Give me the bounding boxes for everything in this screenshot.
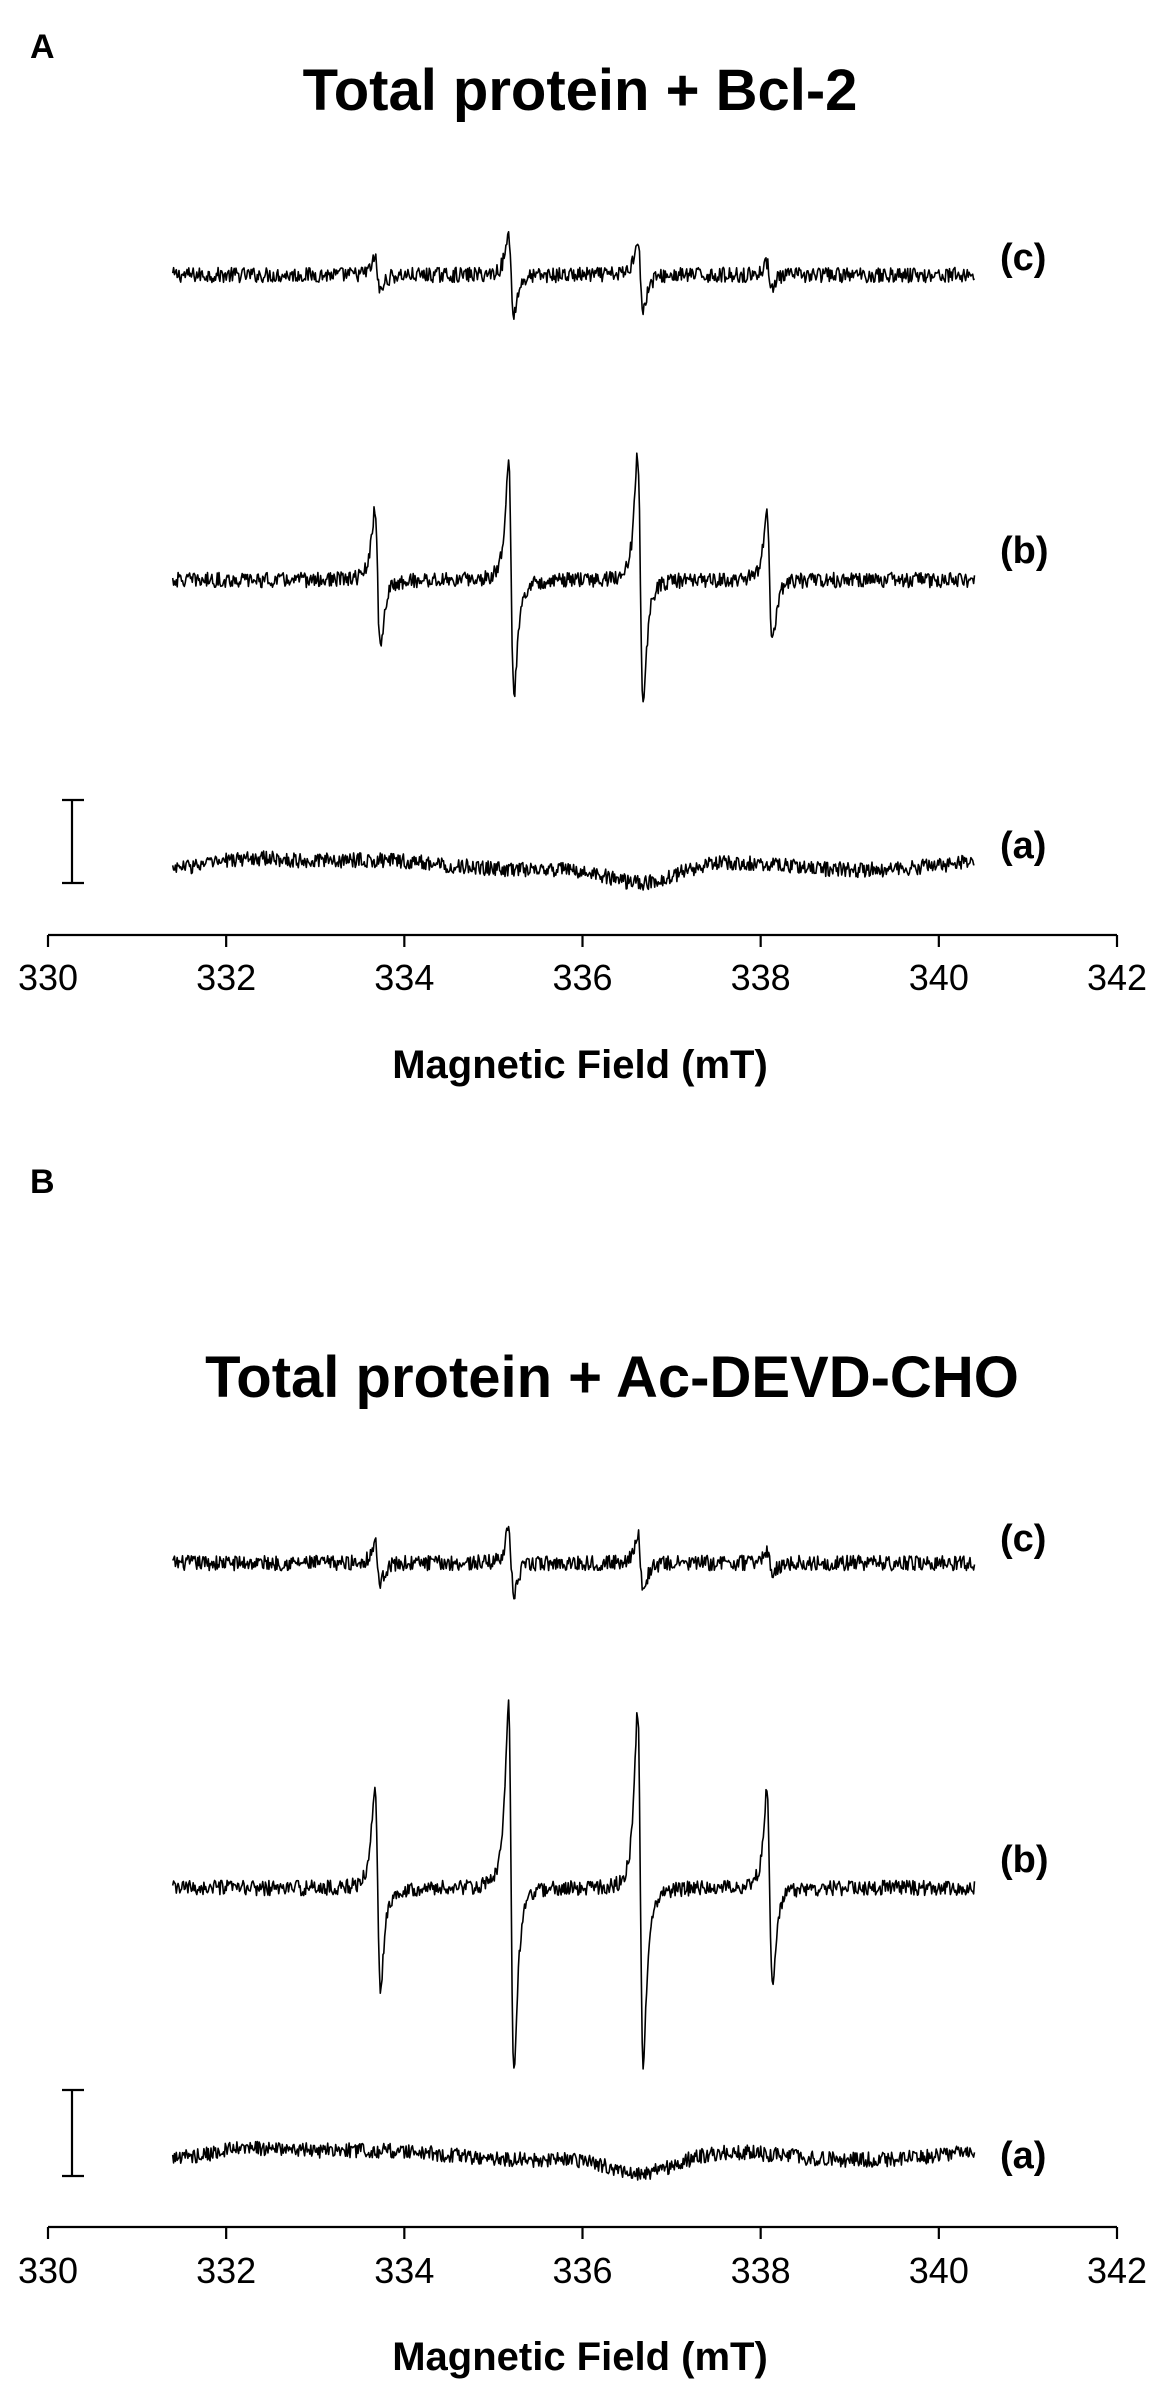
panel-b-label-a: (a)	[1000, 2135, 1046, 2177]
panel-b-scale-bar	[62, 2088, 84, 2178]
panel-a-trace-b	[171, 452, 976, 703]
panel-b-x-ticks: 330 332 334 336 338 340 342	[18, 2227, 1147, 2291]
panel-a-trace-a	[171, 850, 975, 891]
panel-a: A Total protein + Bcl-2 (c) (b) (a) 330 3…	[18, 28, 1147, 1087]
panel-a-trace-c	[171, 231, 976, 320]
x-tick-label: 340	[909, 2250, 969, 2291]
x-tick-label: 336	[552, 2250, 612, 2291]
panel-a-label-c: (c)	[1000, 237, 1046, 279]
panel-a-x-axis-label: Magnetic Field (mT)	[392, 1043, 768, 1087]
x-tick-label: 334	[374, 957, 434, 998]
x-tick-label: 332	[196, 957, 256, 998]
x-tick-label: 332	[196, 2250, 256, 2291]
panel-a-title: Total protein + Bcl-2	[303, 58, 858, 123]
panel-a-letter: A	[30, 28, 55, 66]
x-tick-label: 330	[18, 2250, 78, 2291]
panel-b-label-c: (c)	[1000, 1518, 1046, 1560]
x-tick-label: 338	[731, 2250, 791, 2291]
x-tick-label: 338	[731, 957, 791, 998]
x-tick-label: 336	[552, 957, 612, 998]
panel-a-scale-bar	[62, 798, 84, 885]
panel-b-trace-b	[171, 1699, 976, 2070]
x-tick-label: 334	[374, 2250, 434, 2291]
panel-b-letter: B	[30, 1163, 55, 1201]
panel-b-x-axis-label: Magnetic Field (mT)	[392, 2335, 768, 2379]
panel-b-trace-a	[171, 2140, 976, 2181]
panel-b-trace-c	[171, 1525, 976, 1600]
panel-b-title: Total protein + Ac-DEVD-CHO	[205, 1345, 1019, 1410]
x-tick-label: 342	[1087, 957, 1147, 998]
panel-a-x-ticks: 330 332 334 336 338 340 342	[18, 935, 1147, 998]
x-tick-label: 330	[18, 957, 78, 998]
panel-b: B Total protein + Ac-DEVD-CHO (c) (b) (a…	[18, 1163, 1147, 2379]
panel-a-label-b: (b)	[1000, 530, 1049, 572]
panel-b-label-b: (b)	[1000, 1839, 1049, 1881]
x-tick-label: 340	[909, 957, 969, 998]
panel-a-label-a: (a)	[1000, 825, 1046, 867]
x-tick-label: 342	[1087, 2250, 1147, 2291]
